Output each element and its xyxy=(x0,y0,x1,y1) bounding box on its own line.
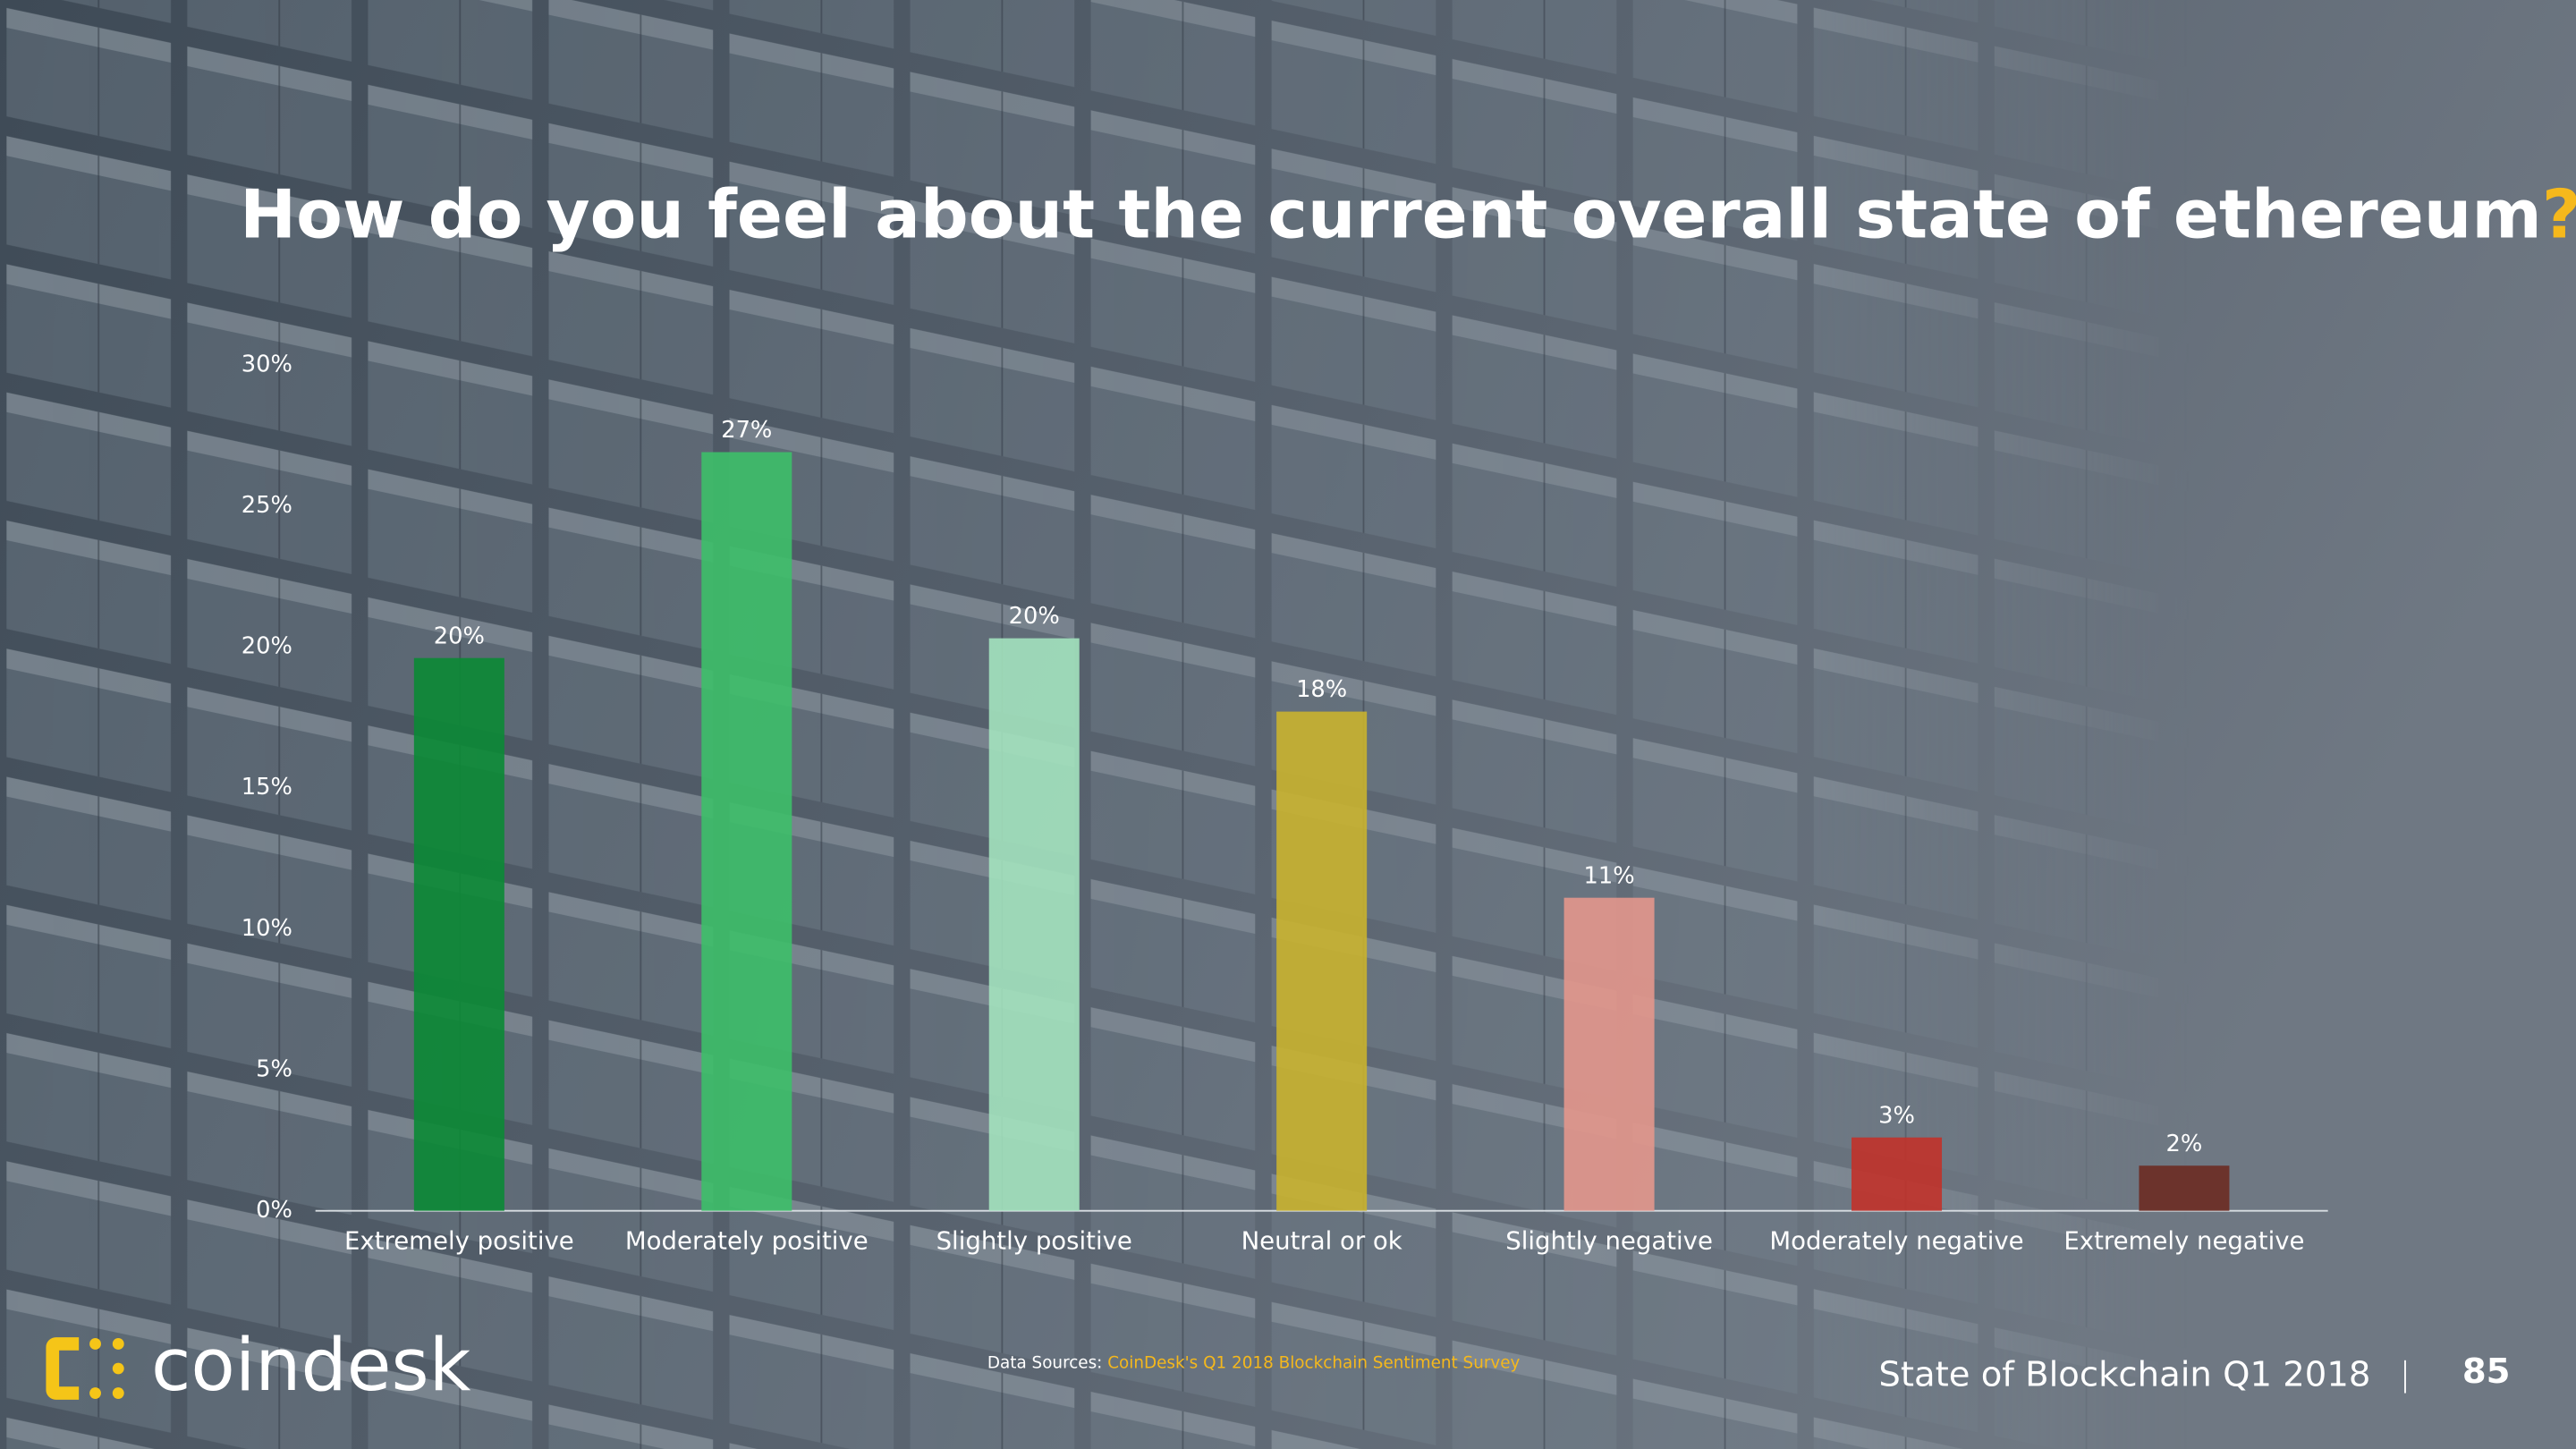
x-tick-label: Neutral or ok xyxy=(1241,1227,1402,1256)
value-label: 27% xyxy=(721,417,772,444)
value-label: 3% xyxy=(1878,1102,1915,1129)
x-tick-label: Slightly positive xyxy=(936,1227,1132,1256)
value-label: 2% xyxy=(2166,1131,2203,1157)
source-text: CoinDesk's Q1 2018 Blockchain Sentiment … xyxy=(1107,1353,1520,1372)
title-text: How do you feel about the current overal… xyxy=(240,174,2542,253)
page-number: 85 xyxy=(2462,1352,2511,1392)
x-tick-label: Extremely negative xyxy=(2063,1227,2304,1256)
y-tick-label: 10% xyxy=(242,915,292,942)
y-tick-label: 5% xyxy=(256,1056,292,1083)
source-label: Data Sources: xyxy=(987,1353,1102,1372)
bar xyxy=(413,657,504,1211)
bar xyxy=(1563,897,1655,1211)
x-tick-label: Moderately positive xyxy=(625,1227,869,1256)
bar xyxy=(701,452,792,1211)
y-tick-label: 20% xyxy=(242,633,292,660)
logo-text: coindesk xyxy=(151,1324,471,1408)
bar xyxy=(1276,711,1368,1211)
value-label: 20% xyxy=(434,623,485,649)
x-tick-label: Slightly negative xyxy=(1505,1227,1713,1256)
y-tick-label: 15% xyxy=(242,774,292,801)
logo: coindesk xyxy=(46,1324,471,1408)
report-name: State of Blockchain Q1 2018 xyxy=(1878,1355,2370,1395)
y-tick-label: 30% xyxy=(242,351,292,377)
x-tick-label: Moderately negative xyxy=(1769,1227,2023,1256)
value-label: 20% xyxy=(1009,603,1060,630)
value-label: 11% xyxy=(1584,862,1635,889)
bar xyxy=(1852,1137,1943,1211)
value-label: 18% xyxy=(1296,676,1347,703)
bar xyxy=(2139,1165,2230,1211)
chart-title: How do you feel about the current overal… xyxy=(240,174,2576,253)
source: Data Sources: CoinDesk's Q1 2018 Blockch… xyxy=(987,1353,1521,1372)
title-mark: ? xyxy=(2542,174,2576,253)
x-tick-label: Extremely positive xyxy=(344,1227,574,1256)
bar xyxy=(988,638,1080,1211)
y-tick-label: 25% xyxy=(242,492,292,519)
y-tick-label: 0% xyxy=(256,1197,292,1224)
